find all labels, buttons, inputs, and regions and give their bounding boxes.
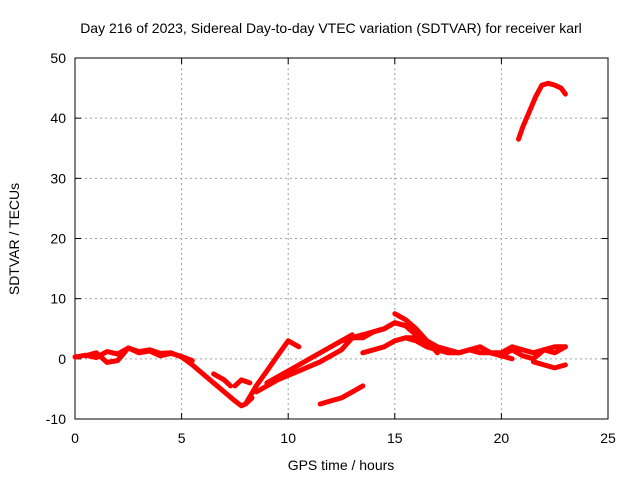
x-tick-labels: 0 5 10 15 20 25 [71,430,616,446]
series-track-2 [83,345,195,365]
series-track-7 [264,332,355,386]
y-tick-label: -10 [46,411,66,427]
series-track-18 [530,359,568,371]
series-track-16 [488,344,568,356]
x-tick-label: 0 [71,430,79,446]
y-tick-label: 10 [50,291,66,307]
series-track-12 [317,383,366,407]
grid [75,58,608,419]
data-series [72,80,568,409]
series-track-17 [498,344,568,362]
y-tick-label: 20 [50,231,66,247]
series-track-11 [360,335,440,356]
x-tick-label: 10 [280,430,296,446]
y-tick-label: 0 [58,351,66,367]
x-tick-label: 20 [494,430,510,446]
x-tick-label: 5 [178,430,186,446]
x-tick-label: 15 [387,430,403,446]
y-tick-label: 50 [50,50,66,66]
y-tick-labels: -10 0 10 20 30 40 50 [46,50,66,427]
y-tick-label: 40 [50,110,66,126]
series-track-19 [516,80,568,142]
series-track-5 [232,377,253,389]
axis-ticks [74,57,609,420]
series-track-15 [413,329,504,359]
x-axis-label: GPS time / hours [288,457,395,473]
y-axis-label: SDTVAR / TECUs [6,183,22,295]
chart-title: Day 216 of 2023, Sidereal Day-to-day VTE… [80,20,582,36]
y-tick-label: 30 [50,170,66,186]
series-track-6 [243,338,302,407]
x-tick-label: 25 [600,430,616,446]
series-track-10 [339,320,419,344]
series-track-4 [211,371,234,389]
